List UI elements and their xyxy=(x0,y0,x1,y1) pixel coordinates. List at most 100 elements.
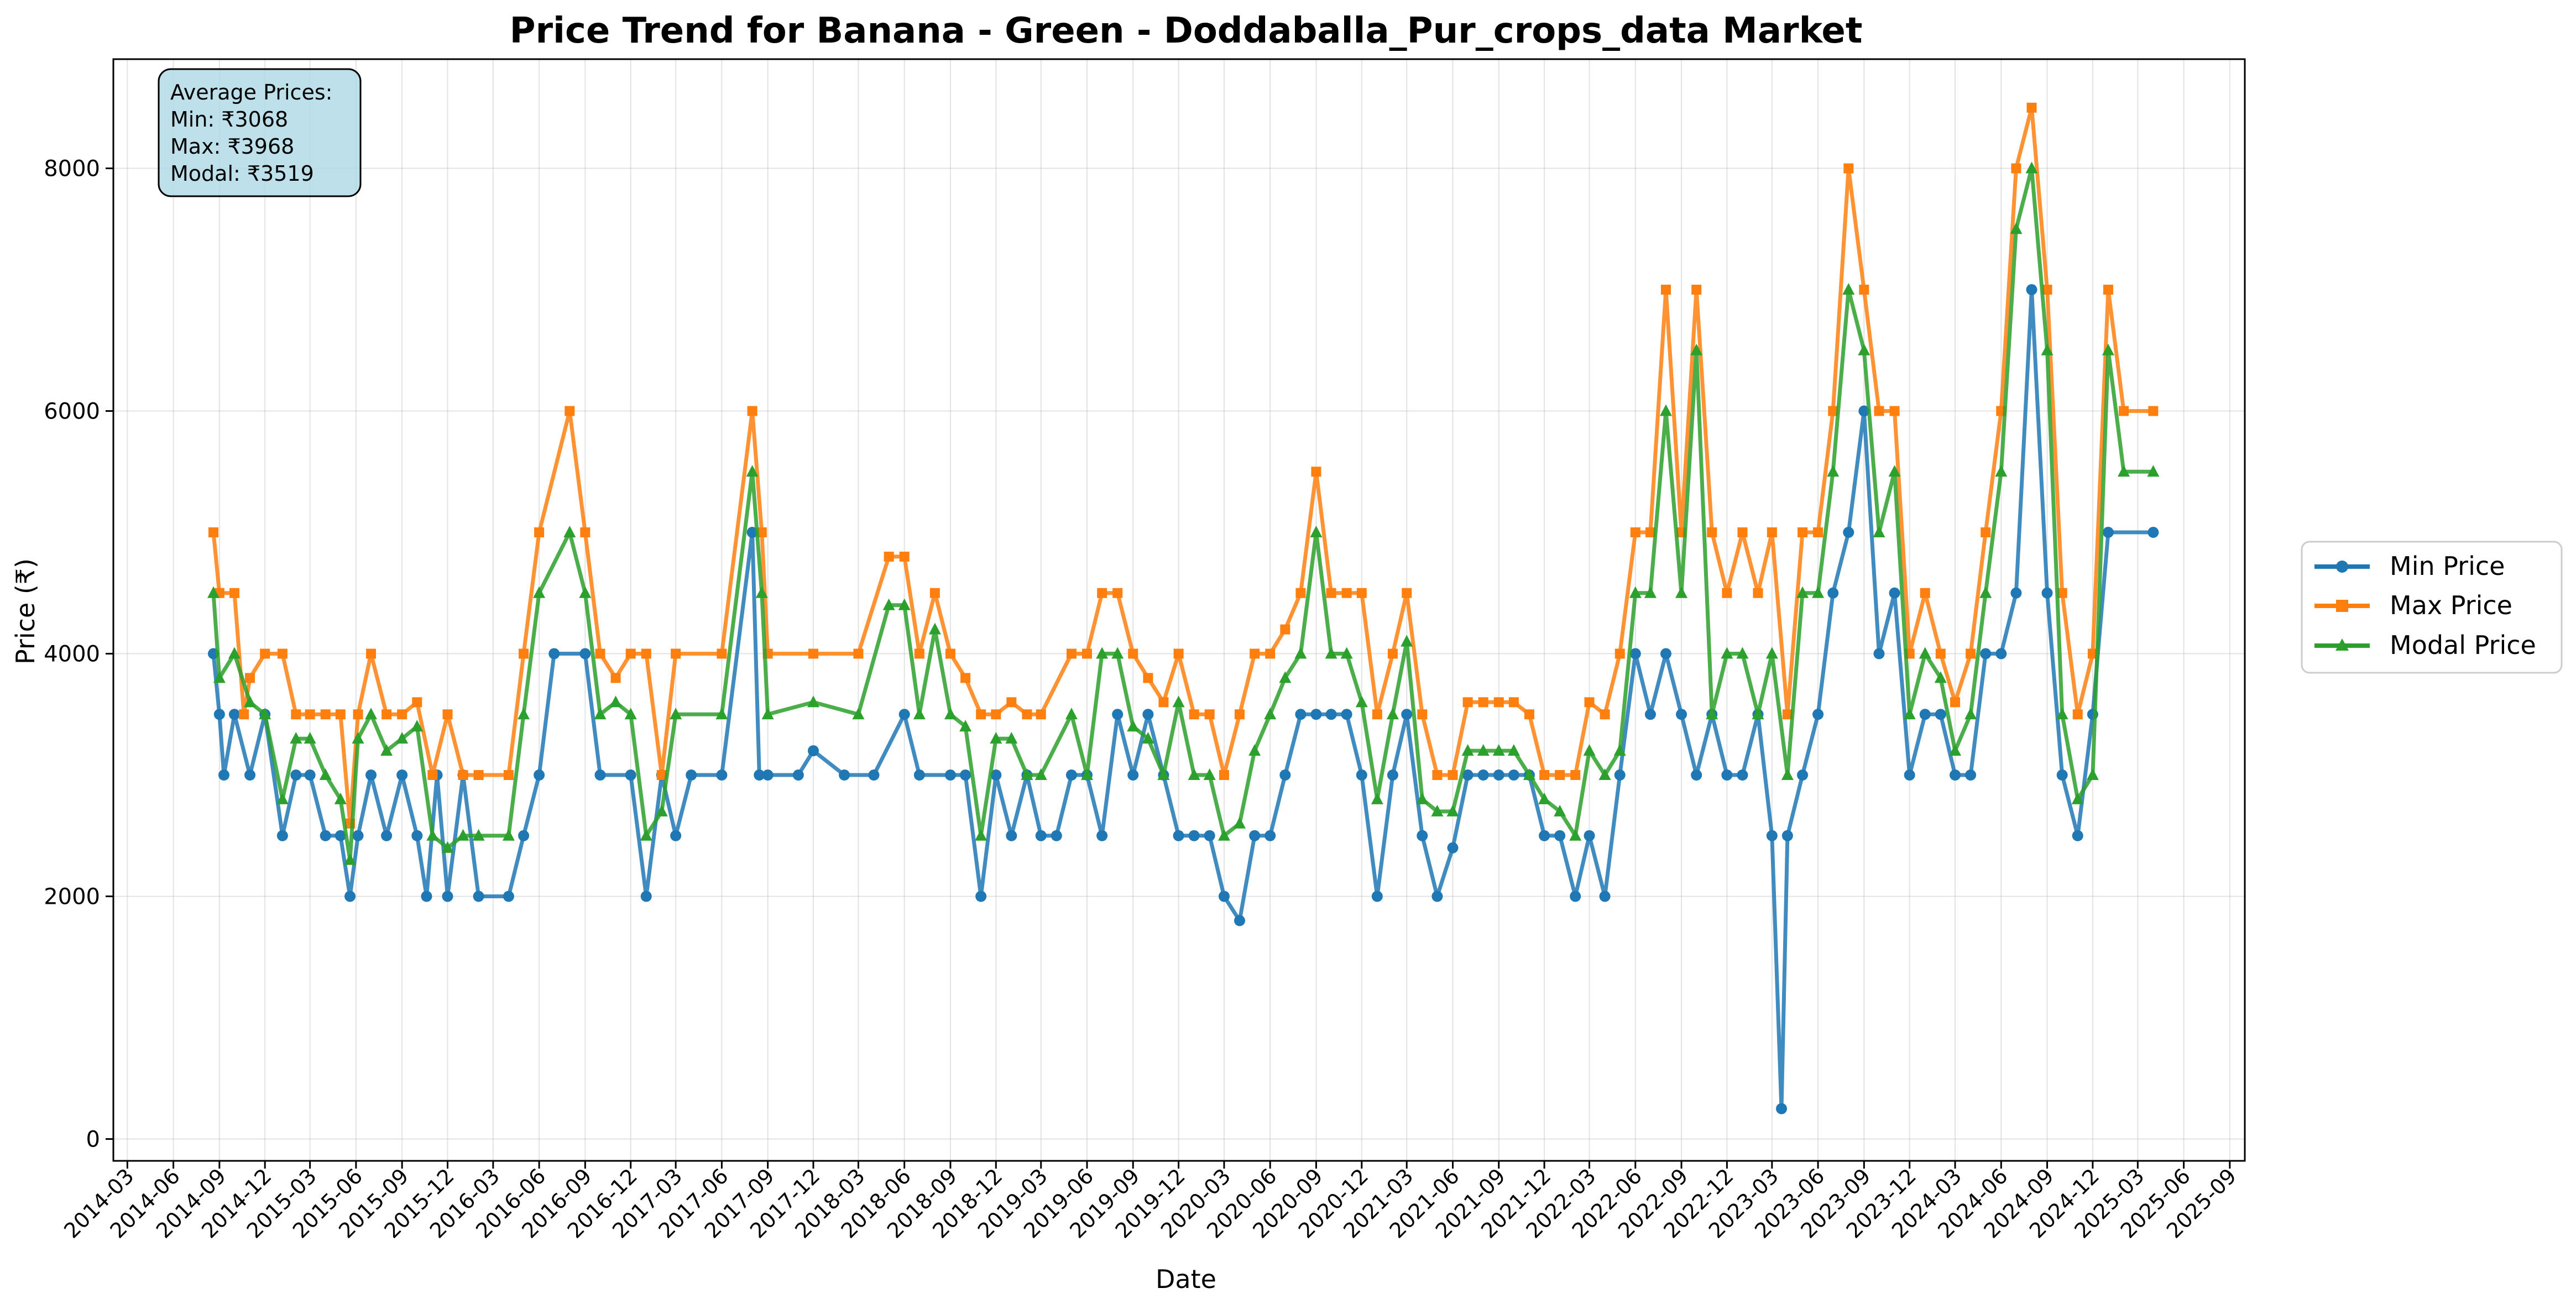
x-axis-label: Date xyxy=(1156,1264,1216,1294)
data-point-max-price xyxy=(1722,588,1732,598)
data-point-max-price xyxy=(1219,770,1229,781)
data-point-min-price xyxy=(1431,891,1443,902)
data-point-max-price xyxy=(1614,648,1625,659)
data-point-min-price xyxy=(1904,769,1915,781)
data-point-min-price xyxy=(868,769,880,781)
data-point-min-price xyxy=(344,891,356,902)
data-point-modal-price xyxy=(1721,647,1733,659)
data-point-modal-price xyxy=(1416,792,1429,804)
data-point-max-price xyxy=(1128,648,1138,659)
data-point-max-price xyxy=(808,648,818,659)
data-point-max-price xyxy=(208,527,218,538)
data-point-min-price xyxy=(2026,284,2037,296)
data-point-min-price xyxy=(1035,830,1047,841)
data-point-max-price xyxy=(1828,406,1838,416)
data-point-modal-price xyxy=(334,792,347,804)
y-tick-label: 2000 xyxy=(44,884,100,910)
data-point-min-price xyxy=(670,830,682,841)
data-point-max-price xyxy=(1737,527,1748,538)
data-point-min-price xyxy=(442,891,453,902)
data-point-modal-price xyxy=(594,708,607,720)
data-point-max-price xyxy=(1295,588,1306,598)
data-point-max-price xyxy=(929,588,940,598)
data-point-min-price xyxy=(1356,769,1367,781)
data-point-min-price xyxy=(1493,769,1504,781)
legend-marker-min xyxy=(2336,561,2348,573)
data-point-modal-price xyxy=(2010,222,2023,234)
data-point-min-price xyxy=(1447,842,1459,854)
data-point-modal-price xyxy=(1446,804,1459,816)
data-point-min-price xyxy=(1325,709,1337,720)
data-point-max-price xyxy=(1462,697,1473,708)
data-point-modal-price xyxy=(563,526,576,538)
data-point-modal-price xyxy=(1233,816,1246,829)
data-point-min-price xyxy=(1554,830,1566,841)
data-point-modal-price xyxy=(1690,343,1703,355)
data-point-max-price xyxy=(853,648,864,659)
data-point-max-price xyxy=(1966,648,1976,659)
data-point-modal-price xyxy=(1034,768,1047,781)
data-point-modal-price xyxy=(502,829,515,841)
data-point-min-price xyxy=(244,769,256,781)
data-point-modal-price xyxy=(2071,792,2084,804)
data-point-max-price xyxy=(534,527,545,538)
data-point-min-price xyxy=(1614,769,1626,781)
data-point-modal-price xyxy=(344,853,357,865)
data-point-max-price xyxy=(756,527,767,538)
data-point-min-price xyxy=(1766,830,1778,841)
y-tick-label: 8000 xyxy=(44,156,100,182)
data-point-max-price xyxy=(1432,770,1443,781)
data-point-modal-price xyxy=(1903,708,1916,720)
data-point-min-price xyxy=(754,769,765,781)
data-point-modal-price xyxy=(1355,695,1368,708)
data-point-max-price xyxy=(2103,285,2113,295)
data-point-min-price xyxy=(1919,709,1931,720)
data-point-min-price xyxy=(792,769,804,781)
data-point-modal-price xyxy=(898,598,911,610)
legend: Min Price Max Price Modal Price xyxy=(2301,541,2563,674)
data-point-max-price xyxy=(427,770,438,781)
data-point-max-price xyxy=(2011,163,2021,174)
data-point-modal-price xyxy=(882,598,895,610)
data-point-modal-price xyxy=(1477,744,1490,756)
data-point-max-price xyxy=(1584,697,1595,708)
data-point-max-price xyxy=(1493,697,1504,708)
data-point-min-price xyxy=(335,830,346,841)
data-point-min-price xyxy=(1508,769,1519,781)
data-point-modal-price xyxy=(472,829,485,841)
data-point-max-price xyxy=(1691,285,1702,295)
legend-label-min: Min Price xyxy=(2390,551,2505,581)
data-point-modal-price xyxy=(755,586,768,598)
data-point-max-price xyxy=(1097,588,1107,598)
data-point-min-price xyxy=(640,891,652,902)
data-point-max-price xyxy=(1066,648,1077,659)
data-point-max-price xyxy=(382,709,392,720)
data-point-max-price xyxy=(260,648,270,659)
data-point-min-price xyxy=(1570,891,1581,902)
data-point-min-price xyxy=(913,769,925,781)
data-point-modal-price xyxy=(1401,635,1413,647)
data-point-min-price xyxy=(352,830,364,841)
data-point-min-price xyxy=(1995,648,2007,659)
y-axis-label: Price (₹) xyxy=(11,558,40,664)
data-point-max-price xyxy=(1950,697,1961,708)
stats-box-heading: Average Prices: xyxy=(170,80,332,104)
data-point-max-price xyxy=(565,406,575,416)
data-point-modal-price xyxy=(579,586,592,598)
stats-box-background xyxy=(158,68,362,197)
data-point-max-price xyxy=(1920,588,1930,598)
data-point-modal-price xyxy=(975,829,987,841)
data-point-modal-price xyxy=(411,720,424,732)
data-point-modal-price xyxy=(1248,744,1261,756)
data-point-min-price xyxy=(2056,769,2068,781)
data-point-min-price xyxy=(807,745,819,757)
data-point-modal-price xyxy=(2118,465,2130,477)
data-point-modal-price xyxy=(1507,744,1520,756)
data-point-max-price xyxy=(1555,770,1565,781)
data-point-min-price xyxy=(1812,709,1824,720)
data-point-min-price xyxy=(975,891,987,902)
data-point-modal-price xyxy=(1538,792,1551,804)
data-point-modal-price xyxy=(1736,647,1749,659)
data-point-max-price xyxy=(1417,709,1428,720)
data-point-max-price xyxy=(1478,697,1488,708)
